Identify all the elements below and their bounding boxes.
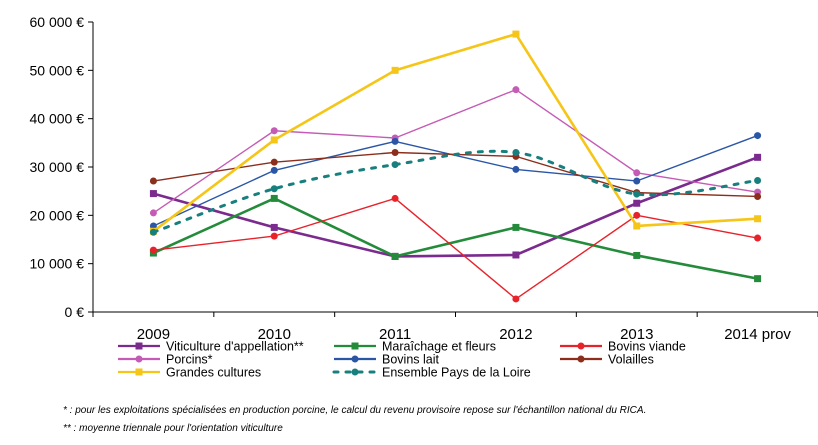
series-line	[153, 197, 758, 300]
data-point: Maraîchage et fleurs 2010: 23500	[270, 194, 278, 202]
x-tick-label: 2012	[499, 326, 532, 343]
data-point: Maraîchage et fleurs 2011: 11500	[391, 252, 399, 260]
series-line	[153, 151, 758, 198]
data-point: Maraîchage et fleurs 2012: 17500	[512, 223, 520, 231]
series-3: Bovins viande 2009: 12800 Bovins viande 2…	[149, 194, 762, 303]
data-point: Maraîchage et fleurs 2013: 11700	[633, 251, 641, 259]
series-line	[153, 88, 758, 214]
series-1: Viticulture d'appellation** 2009: 24500 V…	[149, 153, 762, 260]
footnote-porcins: * : pour les exploitations spécialisées …	[63, 405, 647, 416]
data-point: Grandes cultures 2014 prov: 19300	[754, 215, 762, 223]
legend-swatch-marker	[135, 368, 143, 376]
data-point: Ensemble Pays de la Loire 2014 prov: 272…	[754, 177, 762, 185]
data-point: Bovins lait 2009: 17800	[149, 222, 157, 230]
y-tick-label: 60 000 €	[30, 14, 85, 30]
x-tick-label: 2010	[258, 326, 291, 343]
data-point: Ensemble Pays de la Loire 2013: 24400	[633, 190, 641, 198]
legend-item-5: Bovins lait	[334, 353, 439, 367]
legend-label: Volailles	[608, 353, 654, 367]
legend-label: Maraîchage et fleurs	[382, 340, 496, 354]
data-point: Bovins viande 2011: 23500	[391, 194, 399, 202]
data-point: Bovins lait 2011: 35300	[391, 137, 399, 145]
data-point: Ensemble Pays de la Loire 2011: 30500	[391, 161, 399, 169]
y-tick-label: 0 €	[65, 304, 85, 320]
data-point: Bovins lait 2014 prov: 36500	[754, 132, 762, 140]
data-point: Viticulture d'appellation** 2013: 22500	[633, 199, 641, 207]
legend-label: Grandes cultures	[166, 366, 261, 380]
series-6: Volailles 2009: 27100 Volailles 2010: 310…	[149, 149, 762, 200]
footnote-viticulture: ** : moyenne triennale pour l'orientatio…	[63, 423, 283, 434]
axes: 0 € 10 000 € 20 000 € 30 000 € 40 000 € 50 00…	[30, 14, 818, 343]
legend: Viticulture d'appellation** Maraîchage et…	[118, 340, 686, 380]
x-tick-label: 2013	[620, 326, 653, 343]
data-point: Volailles 2010: 31000	[270, 158, 278, 166]
y-tick-label: 30 000 €	[30, 159, 85, 175]
data-point: Porcins* 2013: 28800	[633, 169, 641, 177]
data-point: Porcins* 2012: 46000	[512, 86, 520, 94]
legend-label: Bovins viande	[608, 340, 686, 354]
legend-swatch-marker	[577, 342, 585, 350]
data-point: Grandes cultures 2010: 35600	[270, 136, 278, 144]
series-line	[153, 156, 759, 258]
series-line	[151, 149, 760, 234]
legend-swatch-marker	[351, 368, 359, 376]
legend-swatch-marker	[351, 342, 359, 350]
series-7: Grandes cultures 2009: 16700Grandes cult…	[149, 30, 762, 235]
data-point: Volailles 2009: 27100	[149, 177, 157, 185]
x-tick-label: 2009	[137, 326, 170, 343]
y-tick-label: 20 000 €	[30, 207, 85, 223]
legend-label: Ensemble Pays de la Loire	[382, 366, 531, 380]
legend-item-3: Bovins viande	[560, 340, 686, 354]
x-tick-label: 2014 prov	[724, 326, 791, 343]
data-point: Viticulture d'appellation** 2012: 11800	[512, 251, 520, 259]
data-point: Viticulture d'appellation** 2010: 17500	[270, 223, 278, 231]
series-layer: Viticulture d'appellation** 2009: 24500V…	[149, 30, 762, 303]
legend-swatch-marker	[351, 355, 359, 363]
data-point: Ensemble Pays de la Loire 2012: 33000	[512, 149, 520, 156]
data-point: Ensemble Pays de la Loire 2010: 25500	[270, 185, 278, 193]
y-tick-label: 50 000 €	[30, 62, 85, 78]
data-point: Bovins lait 2012: 29500	[512, 165, 520, 173]
legend-swatch-marker	[135, 342, 143, 350]
legend-item-8: Ensemble Pays de la Loire	[332, 366, 531, 380]
data-point: Volailles 2011: 33000	[391, 149, 399, 156]
legend-label: Viticulture d'appellation**	[166, 340, 304, 354]
legend-item-1: Viticulture d'appellation**	[118, 340, 304, 354]
data-point: Volailles 2014 prov: 23900	[754, 192, 762, 200]
data-point: Maraîchage et fleurs 2014 prov: 6900	[754, 275, 762, 283]
x-tick-label: 2011	[379, 326, 411, 343]
data-point: Porcins* 2009: 20500	[149, 209, 157, 217]
legend-swatch-marker	[135, 355, 143, 363]
legend-label: Porcins*	[166, 353, 213, 367]
series-line	[152, 197, 758, 280]
data-point: Grandes cultures 2013: 17800	[633, 222, 641, 230]
data-point: Viticulture d'appellation** 2014 prov: 3…	[754, 153, 762, 161]
legend-item-7: Grandes cultures	[118, 366, 261, 380]
data-point: Bovins lait 2013: 27100	[633, 177, 641, 185]
legend-item-2: Maraîchage et fleurs	[334, 340, 496, 354]
data-point: Ensemble Pays de la Loire 2009: 16500	[149, 228, 157, 236]
data-point: Bovins lait 2010: 29300	[270, 166, 278, 174]
data-point: Bovins viande 2012: 2700	[512, 295, 520, 303]
series-8: Ensemble Pays de la Loire 2009: 16500 Ens…	[149, 149, 762, 236]
y-tick-label: 10 000 €	[30, 256, 85, 272]
y-tick-label: 40 000 €	[30, 111, 85, 127]
data-point: Bovins viande 2014 prov: 15300	[754, 234, 762, 242]
series-2: Maraîchage et fleurs 2009: 12200Maraîcha…	[149, 194, 762, 283]
data-point: Bovins viande 2009: 12800	[149, 246, 157, 254]
series-4: Porcins* 2009: 20500 Porcins* 2010: 37500…	[149, 86, 762, 217]
series-line	[152, 32, 758, 233]
legend-label: Bovins lait	[382, 353, 439, 367]
legend-swatch-marker	[577, 355, 585, 363]
data-point: Grandes cultures 2012: 57500	[512, 30, 520, 38]
data-point: Viticulture d'appellation** 2009: 24500	[149, 190, 157, 198]
legend-item-4: Porcins*	[118, 353, 213, 367]
data-point: Porcins* 2010: 37500	[270, 127, 278, 135]
series-5: Bovins lait 2009: 17800 Bovins lait 2010:…	[149, 132, 762, 230]
data-point: Bovins viande 2010: 15700	[270, 232, 278, 240]
legend-item-6: Volailles	[560, 353, 654, 367]
